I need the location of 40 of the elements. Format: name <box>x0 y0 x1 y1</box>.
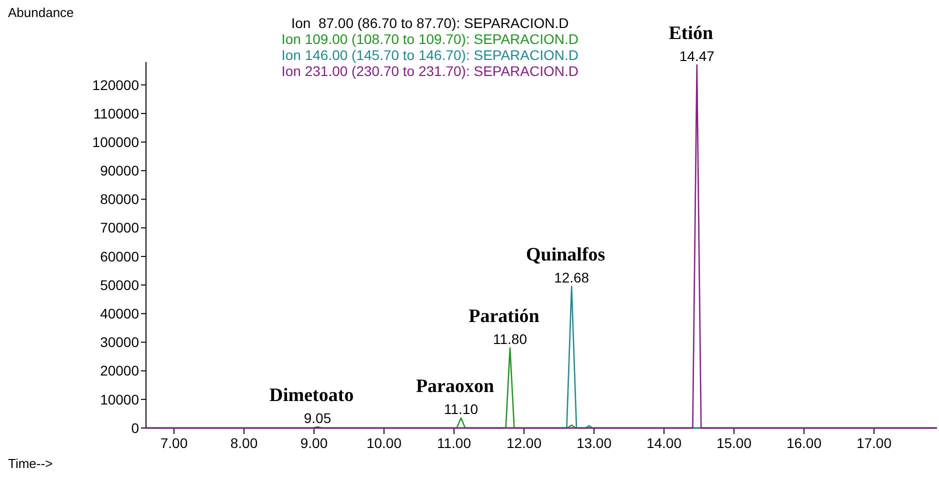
x-tick-label: 9.00 <box>300 435 328 451</box>
y-tick-label: 20000 <box>100 362 140 379</box>
text: Ion 109.00 (108.70 to 109.70): SEPARACION.D <box>281 31 579 47</box>
x-tick-label: 16.00 <box>786 435 822 451</box>
y-axis-title: Abundance <box>8 5 74 20</box>
x-tick-label: 10.00 <box>366 435 402 451</box>
x-tick-label: 14.00 <box>646 435 682 451</box>
annotation: 12.68 <box>554 269 590 286</box>
y-tick-label: 60000 <box>100 248 140 264</box>
y-tick-label: 10000 <box>100 391 140 408</box>
annotation: Dimetoato <box>269 385 354 406</box>
y-tick-label: 110000 <box>93 105 140 122</box>
annotation: Paratión <box>468 306 540 327</box>
x-tick-label: 13.00 <box>576 435 612 451</box>
y-tick-label: 70000 <box>100 220 140 236</box>
y-tick-label: 40000 <box>100 306 140 322</box>
x-axis-title: Time--> <box>8 456 53 471</box>
y-tick-label: 90000 <box>100 162 140 179</box>
y-tick-label: 50000 <box>100 276 140 293</box>
annotation: 11.80 <box>493 330 528 347</box>
y-tick-label: 80000 <box>100 191 140 208</box>
y-tick-label: 30000 <box>100 334 140 350</box>
annotation: 9.05 <box>304 410 332 426</box>
x-tick-label: 11.00 <box>437 435 472 451</box>
text: Ion 146.00 (145.70 to 146.70): SEPARACION.D <box>281 47 579 63</box>
annotation: Etión <box>668 22 714 44</box>
text: Ion 231.00 (230.70 to 231.70): SEPARACION.D <box>281 63 579 79</box>
x-tick-label: 7.00 <box>160 435 188 451</box>
y-tick-label: 0 <box>131 420 140 436</box>
annotation: 11.10 <box>444 400 478 417</box>
x-tick-label: 12.00 <box>506 435 542 451</box>
text: Ion 87.00 (86.70 to 87.70): SEPARACION.D <box>291 15 569 31</box>
x-tick-label: 8.00 <box>230 435 258 451</box>
y-tick-label: 120000 <box>92 76 140 93</box>
annotation: 14.47 <box>679 48 715 64</box>
annotation: Quinalfos <box>526 244 606 266</box>
x-tick-label: 15.00 <box>716 435 752 451</box>
annotation: Paraoxon <box>416 376 494 397</box>
x-tick-label: 17.00 <box>856 435 892 451</box>
y-tick-label: 100000 <box>92 134 140 150</box>
